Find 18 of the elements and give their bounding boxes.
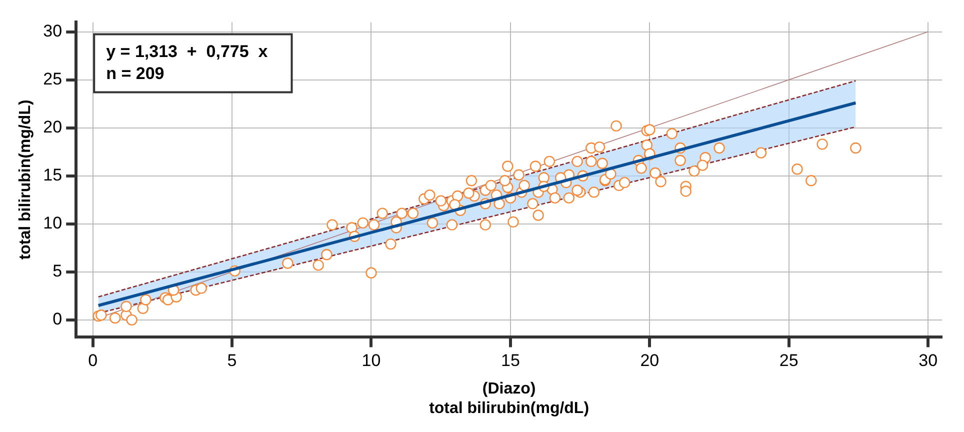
y-tick-label: 5 <box>52 262 62 281</box>
x-tick-label: 5 <box>227 351 237 370</box>
y-tick-label: 20 <box>43 118 62 137</box>
x-tick-label: 25 <box>779 351 798 370</box>
annotation: y = 1,313 + 0,775 x <box>106 42 268 61</box>
x-tick-label: 20 <box>640 351 660 370</box>
annotation: n = 209 <box>106 64 164 83</box>
y-tick-label: 15 <box>43 166 62 185</box>
x-tick-label: 30 <box>918 351 938 370</box>
y-tick-label: 30 <box>43 21 62 40</box>
y-axis-title: total bilirubin(mg/dL) <box>17 100 34 260</box>
y-tick-label: 10 <box>43 214 62 233</box>
x-tick-label: 0 <box>88 351 98 370</box>
y-tick-label: 25 <box>43 70 62 89</box>
y-tick-label: 0 <box>52 310 62 329</box>
x-axis-title: (Diazo) total bilirubin(mg/dL) <box>429 380 590 417</box>
x-tick-label: 15 <box>500 351 520 370</box>
x-tick-label: 10 <box>362 351 381 370</box>
